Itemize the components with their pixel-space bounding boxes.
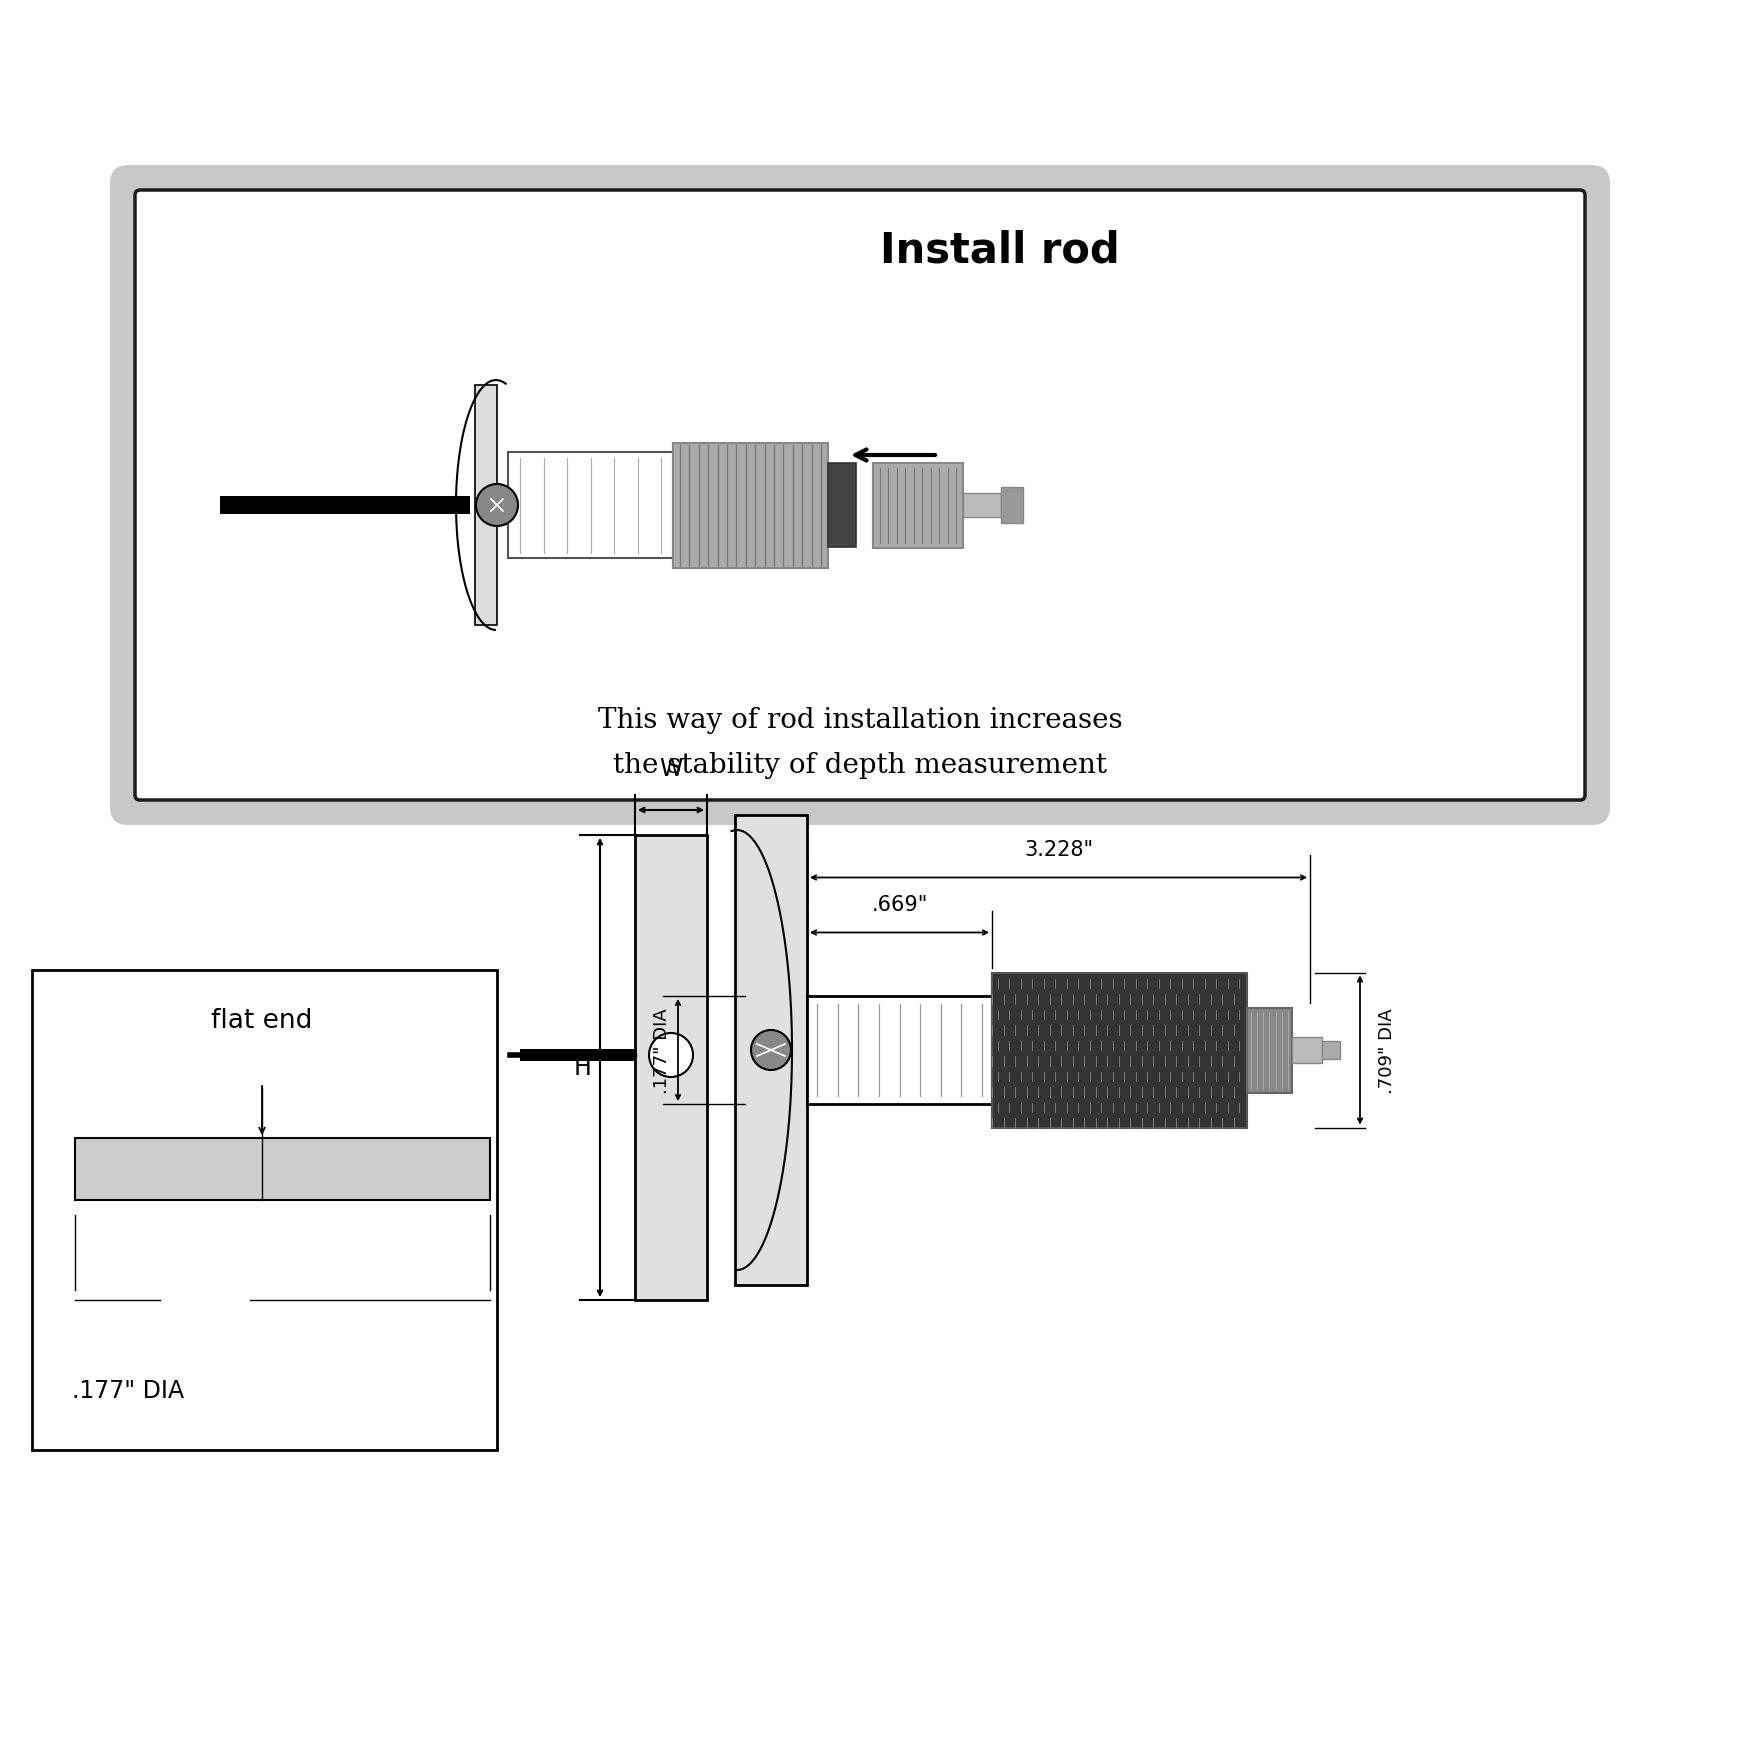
Bar: [1246, 1007, 1292, 1093]
Text: 3.228": 3.228": [1023, 841, 1092, 860]
Text: W: W: [658, 756, 683, 781]
Text: .177" DIA: .177" DIA: [72, 1378, 184, 1402]
Bar: [507, 453, 672, 558]
Bar: [735, 816, 807, 1285]
Circle shape: [649, 1034, 693, 1078]
Bar: [962, 493, 1000, 518]
Bar: [807, 997, 992, 1104]
FancyBboxPatch shape: [135, 191, 1585, 800]
Bar: [1322, 1041, 1339, 1060]
Text: Install rod: Install rod: [879, 230, 1120, 272]
Text: .177" DIA: .177" DIA: [653, 1007, 670, 1093]
Bar: [1000, 488, 1023, 523]
Bar: [476, 386, 497, 625]
Bar: [75, 1139, 490, 1200]
Circle shape: [476, 484, 518, 526]
Bar: [219, 497, 470, 514]
Text: the stability of depth measurement: the stability of depth measurement: [612, 753, 1106, 779]
Bar: [872, 463, 962, 548]
FancyBboxPatch shape: [111, 167, 1609, 825]
Bar: [32, 971, 497, 1450]
Bar: [672, 444, 828, 569]
Bar: [992, 972, 1246, 1128]
Bar: [828, 463, 855, 548]
Bar: [1292, 1037, 1322, 1064]
Text: flat end: flat end: [211, 1007, 312, 1034]
Text: This way of rod installation increases: This way of rod installation increases: [597, 707, 1121, 734]
Circle shape: [751, 1030, 790, 1071]
Text: H: H: [574, 1057, 591, 1079]
Bar: [635, 835, 707, 1300]
Text: .669": .669": [870, 895, 927, 914]
Text: .709" DIA: .709" DIA: [1378, 1007, 1395, 1093]
Bar: [519, 1049, 635, 1062]
